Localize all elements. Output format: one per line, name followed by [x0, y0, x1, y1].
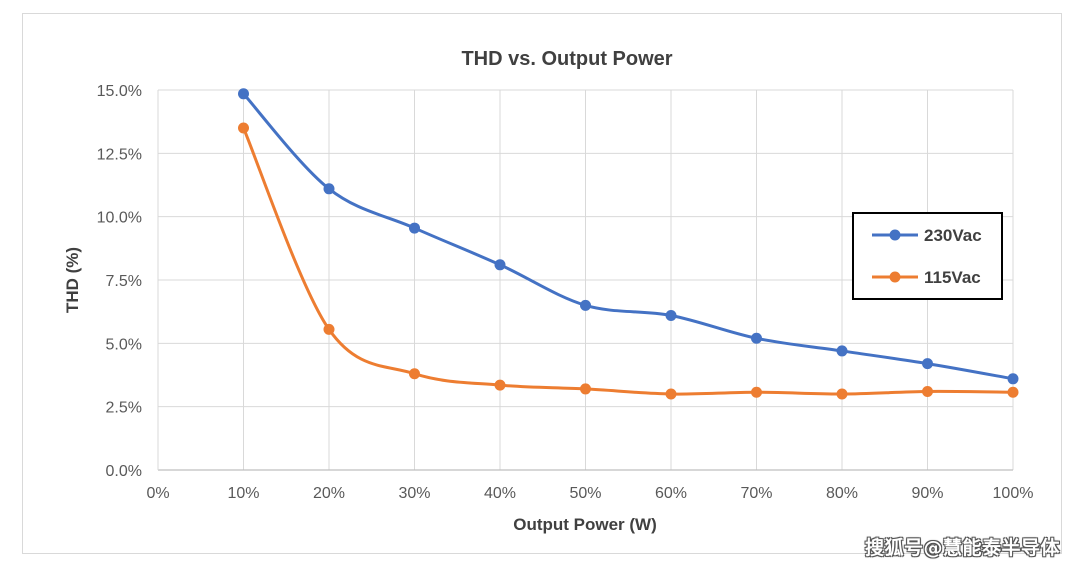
x-tick-labels: 0% 10% 20% 30% 40% 50% 60% 70% 80% 90% 100%: [146, 485, 1033, 502]
y-tick-label: 7.5%: [106, 273, 142, 290]
y-tick-label: 0.0%: [106, 463, 142, 480]
data-point-115vac: [836, 388, 848, 400]
data-point-230vac: [751, 332, 762, 344]
data-point-230vac: [665, 309, 677, 321]
gridlines: [158, 89, 1014, 470]
chart-title: THD vs. Output Power: [461, 48, 672, 70]
y-tick-label: 12.5%: [97, 146, 142, 163]
watermark: 搜狐号@慧能泰半导体: [864, 537, 1060, 559]
data-point-115vac: [1007, 386, 1019, 398]
x-tick-label: 100%: [993, 485, 1034, 502]
data-point-230vac: [1007, 373, 1019, 385]
legend-label-115vac: 115Vac: [924, 268, 981, 287]
x-tick-label: 90%: [911, 485, 943, 502]
data-point-230vac: [922, 358, 933, 370]
data-point-230vac: [494, 259, 506, 271]
data-point-115vac: [580, 383, 591, 395]
data-point-230vac: [323, 183, 335, 195]
legend-label-230vac: 230Vac: [924, 226, 982, 245]
y-tick-label: 15.0%: [97, 83, 142, 100]
legend: 230Vac 115Vac: [852, 212, 1003, 300]
x-tick-label: 60%: [655, 485, 687, 502]
x-axis-label: Output Power (W): [513, 515, 657, 534]
x-tick-label: 0%: [146, 485, 169, 502]
data-point-230vac: [238, 88, 249, 100]
x-tick-label: 40%: [484, 485, 516, 502]
x-tick-label: 10%: [227, 485, 259, 502]
legend-box: [852, 212, 1003, 300]
y-axis-label: THD (%): [63, 247, 82, 313]
data-point-115vac: [751, 386, 762, 398]
x-tick-label: 70%: [740, 485, 772, 502]
axes: [157, 90, 1013, 471]
data-point-115vac: [494, 379, 506, 391]
data-point-230vac: [580, 299, 591, 311]
legend-marker-115vac: [889, 271, 901, 283]
series-line-115vac: [242, 127, 1014, 396]
data-point-115vac: [922, 385, 933, 397]
data-point-115vac: [409, 368, 420, 380]
data-point-115vac: [665, 388, 677, 400]
y-tick-labels: 0.0% 2.5% 5.0% 7.5% 10.0% 12.5% 15.0%: [97, 83, 142, 480]
x-tick-label: 50%: [569, 485, 601, 502]
data-point-115vac: [323, 323, 335, 335]
x-tick-label: 30%: [398, 485, 430, 502]
series-group: [238, 88, 1019, 400]
y-tick-label: 10.0%: [97, 210, 142, 227]
series-line-230vac: [242, 92, 1014, 381]
y-tick-label: 2.5%: [106, 400, 142, 417]
x-tick-label: 20%: [313, 485, 345, 502]
data-point-115vac: [238, 122, 249, 134]
legend-marker-230vac: [889, 229, 901, 241]
y-tick-label: 5.0%: [106, 336, 142, 353]
x-tick-label: 80%: [826, 485, 858, 502]
data-point-230vac: [836, 345, 848, 357]
data-point-230vac: [409, 222, 420, 234]
